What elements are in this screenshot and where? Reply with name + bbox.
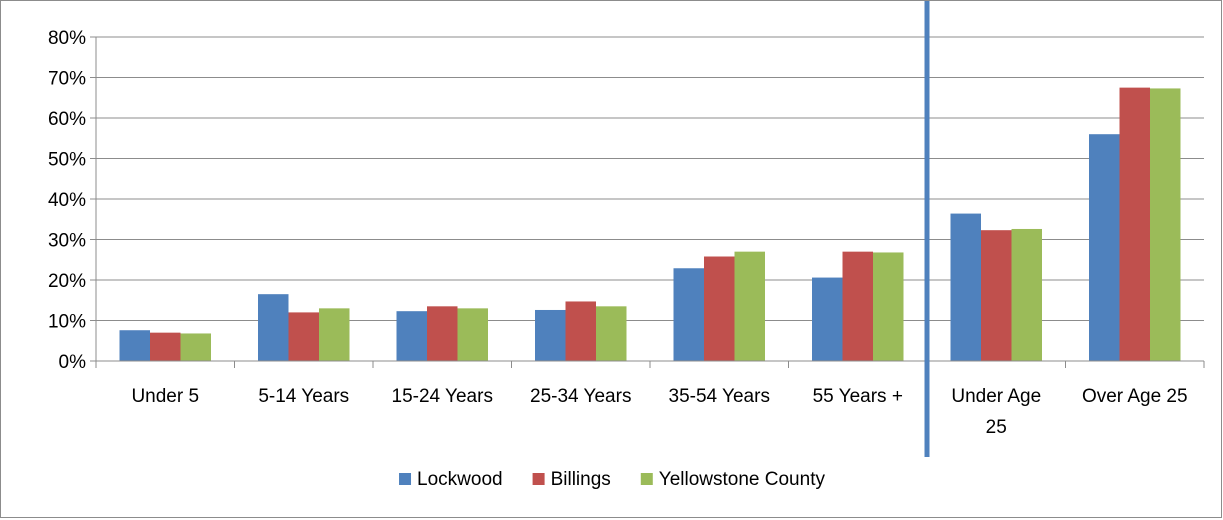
bar-yellowstone-county [1011, 228, 1042, 361]
bar-lockwood [1089, 134, 1120, 361]
bar-yellowstone-county [734, 251, 765, 361]
bars [119, 87, 1181, 361]
x-tick-label: Under Age 25 [951, 386, 1041, 438]
bar-yellowstone-county [873, 252, 904, 361]
x-tick-label: 25-34 Years [530, 386, 631, 407]
bar-billings [704, 256, 735, 361]
x-tick-label: 15-24 Years [392, 386, 493, 407]
bar-billings [1119, 87, 1150, 361]
legend-swatch-billings [532, 473, 545, 485]
bar-yellowstone-county [319, 308, 350, 361]
y-axis-tick-labels: 0% 10% 20% 30% 40% 50% 60% 70% 80% [48, 28, 86, 373]
bar-yellowstone-county [457, 308, 488, 361]
bar-lockwood [812, 277, 843, 361]
bar-billings [981, 230, 1012, 361]
legend: Lockwood Billings Yellowstone County [399, 469, 825, 490]
legend-label-yellowstone-county: Yellowstone County [659, 469, 826, 490]
y-tick-label: 10% [48, 312, 86, 333]
y-tick-label: 70% [48, 69, 86, 90]
bar-billings [427, 306, 458, 361]
gridlines [96, 36, 1204, 321]
bar-yellowstone-county [180, 333, 211, 361]
y-tick-label: 80% [48, 28, 86, 49]
bar-billings [565, 301, 596, 361]
y-tick-label: 30% [48, 231, 86, 252]
y-tick-label: 60% [48, 109, 86, 130]
bar-lockwood [258, 294, 289, 361]
x-tick-label: Over Age 25 [1082, 386, 1188, 407]
y-tick-label: 50% [48, 150, 86, 171]
x-tick-label: 5-14 Years [258, 386, 349, 407]
axes [90, 1, 1205, 457]
legend-swatch-lockwood [399, 473, 412, 485]
x-tick-label: 35-54 Years [669, 386, 770, 407]
bar-billings [842, 251, 873, 361]
bar-lockwood [673, 268, 704, 361]
x-tick-label: 55 Years + [813, 386, 903, 407]
x-tick-label: Under 5 [131, 386, 199, 407]
bar-billings [288, 312, 319, 361]
bar-lockwood [950, 213, 981, 361]
y-tick-label: 40% [48, 190, 86, 211]
legend-label-lockwood: Lockwood [417, 469, 503, 490]
bar-yellowstone-county [1150, 88, 1181, 361]
legend-label-billings: Billings [551, 469, 611, 490]
bar-lockwood [535, 309, 566, 361]
bar-lockwood [396, 311, 427, 361]
bar-billings [150, 332, 181, 361]
y-tick-label: 20% [48, 271, 86, 292]
bar-yellowstone-county [596, 306, 627, 361]
bar-lockwood [119, 330, 150, 361]
y-tick-label: 0% [59, 352, 87, 373]
x-axis-tick-labels: Under 5 5-14 Years 15-24 Years 25-34 Years 3… [131, 386, 1187, 438]
legend-swatch-yellowstone-county [640, 473, 653, 485]
